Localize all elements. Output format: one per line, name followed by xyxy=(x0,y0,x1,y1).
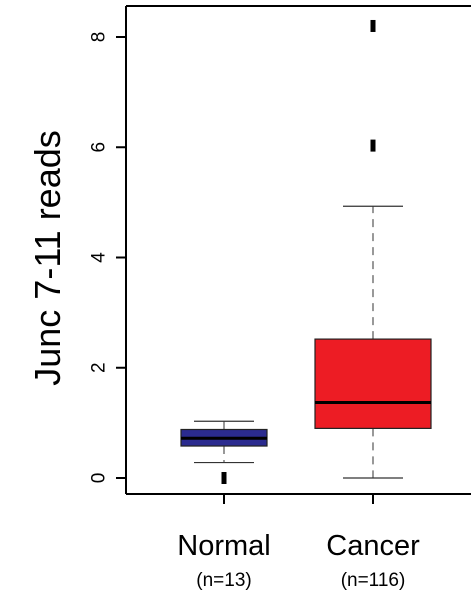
x-n-label: (n=116) xyxy=(341,570,406,591)
boxes-layer xyxy=(180,19,432,484)
plot-frame xyxy=(125,5,471,495)
y-tick-label-0: 0 xyxy=(89,473,110,484)
y-axis-label: Junc 7-11 reads xyxy=(27,130,68,385)
x-n-label: (n=13) xyxy=(196,570,251,591)
y-tick-label-8: 8 xyxy=(89,32,110,43)
box-normal xyxy=(180,420,268,484)
x-category-label: Normal xyxy=(177,530,270,562)
outlier-point xyxy=(221,472,227,484)
y-tick-label-4: 4 xyxy=(89,252,110,263)
x-category-label: Cancer xyxy=(326,530,420,562)
y-axis: 0 2 4 6 8 xyxy=(89,32,126,484)
box-cancer xyxy=(314,19,432,479)
box-iqr xyxy=(314,338,432,429)
x-axis: Normal (n=13) Cancer (n=116) xyxy=(177,494,420,591)
outlier-point xyxy=(370,139,376,152)
outlier-point xyxy=(370,19,376,32)
y-tick-label-6: 6 xyxy=(89,142,110,153)
y-tick-label-2: 2 xyxy=(89,362,110,373)
